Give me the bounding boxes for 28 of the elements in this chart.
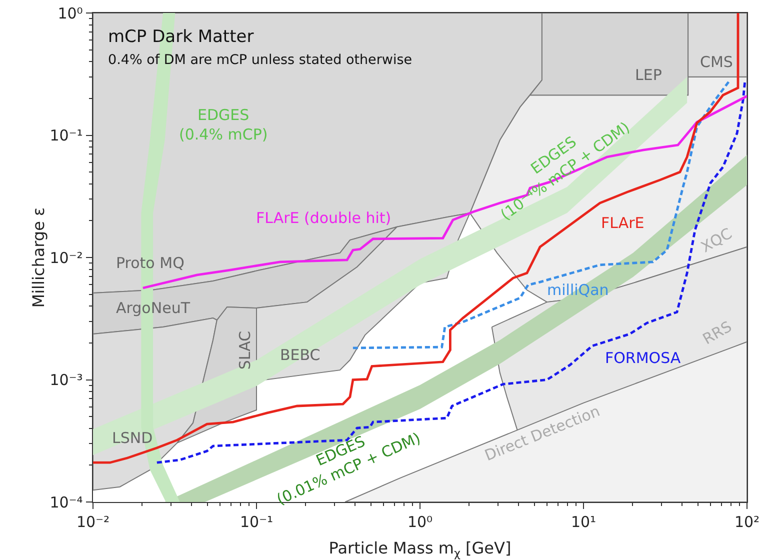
y-tick-label: 10⁻² bbox=[50, 248, 83, 267]
series-label: SLAC bbox=[236, 330, 254, 370]
series-label: FORMOSA bbox=[605, 349, 682, 367]
series-label: EDGES (0.4% mCP) bbox=[179, 106, 268, 144]
x-tick-label: 10¹ bbox=[570, 513, 596, 532]
series-label: XQC bbox=[698, 224, 736, 256]
series-label: milliQan bbox=[547, 281, 609, 299]
series-label: FLArE (double hit) bbox=[256, 209, 392, 227]
series-label: RRS bbox=[700, 317, 735, 348]
series-label: FLArE bbox=[601, 214, 644, 232]
y-tick-label: 10⁻⁴ bbox=[50, 493, 83, 512]
x-tick-label: 10⁻¹ bbox=[240, 513, 274, 532]
series-label: ArgoNeuT bbox=[116, 299, 191, 317]
y-axis-title: Millicharge ε bbox=[28, 207, 48, 308]
y-tick-label: 10⁻³ bbox=[50, 371, 83, 389]
text: mCP Dark Matter bbox=[108, 27, 254, 47]
x-tick-label: 10⁻² bbox=[76, 513, 110, 532]
x-tick-label: 10⁰ bbox=[407, 513, 433, 532]
x-axis-title: Particle Mass m$_{χ}$ [GeV] bbox=[328, 538, 512, 560]
series-label: BEBC bbox=[280, 346, 320, 364]
y-tick-label: 10⁰ bbox=[58, 4, 83, 22]
x-tick-label: 10² bbox=[734, 513, 760, 532]
text: 0.4% of DM are mCP unless stated otherwise bbox=[108, 52, 412, 68]
series-label: LEP bbox=[635, 66, 662, 84]
series-label: CMS bbox=[700, 53, 733, 71]
series-label: LSND bbox=[112, 429, 153, 447]
series-label: Proto MQ bbox=[116, 254, 184, 272]
y-tick-label: 10⁻¹ bbox=[50, 126, 83, 144]
